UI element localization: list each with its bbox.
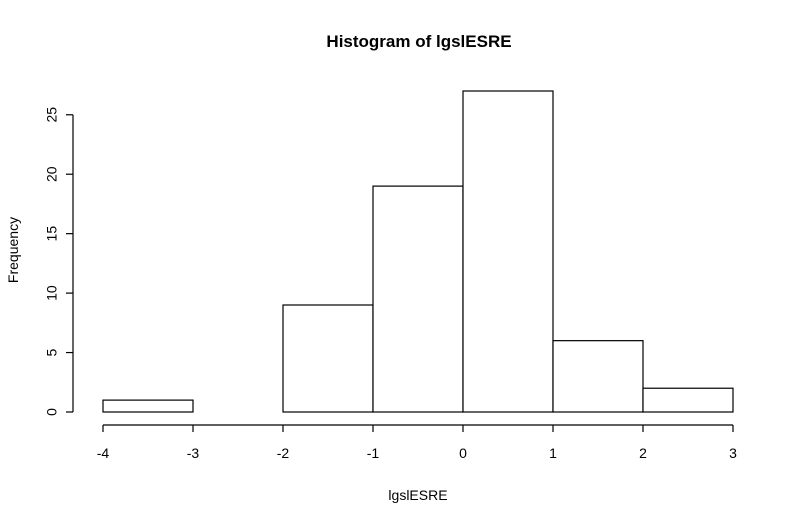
histogram-bar-4: [462, 90, 554, 413]
x-tick-label-3: -1: [367, 445, 380, 461]
histogram-bar-2: [282, 304, 374, 413]
histogram-bars: [102, 90, 734, 413]
y-tick-label-2: 10: [44, 285, 60, 301]
histogram-bar-5: [552, 340, 644, 413]
x-tick-label-2: -2: [277, 445, 290, 461]
x-tick-label-4: 0: [459, 445, 467, 461]
histogram-bar-0: [102, 399, 194, 413]
y-tick-label-5: 25: [44, 107, 60, 123]
histogram-bar-6: [642, 387, 734, 413]
x-tick-label-1: -3: [187, 445, 200, 461]
x-tick-label-5: 1: [549, 445, 557, 461]
y-tick-label-1: 5: [44, 348, 60, 356]
x-tick-label-6: 2: [639, 445, 647, 461]
y-axis-label: Frequency: [5, 217, 21, 283]
y-tick-label-4: 20: [44, 166, 60, 182]
chart-title: Histogram of lgslESRE: [326, 32, 511, 51]
y-tick-label-3: 15: [44, 226, 60, 242]
x-tick-label-0: -4: [97, 445, 110, 461]
x-axis-label: lgslESRE: [388, 487, 447, 503]
x-tick-label-7: 3: [729, 445, 737, 461]
x-axis: -4 -3 -2 -1 0 1 2 3: [97, 424, 737, 461]
y-tick-label-0: 0: [44, 408, 60, 416]
histogram-bar-3: [372, 185, 464, 413]
y-axis: 0 5 10 15 20 25: [44, 107, 74, 416]
